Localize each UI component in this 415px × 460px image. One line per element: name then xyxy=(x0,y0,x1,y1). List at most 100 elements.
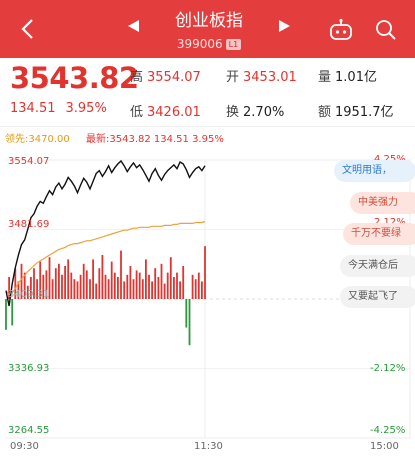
turnover-value: 2.70% xyxy=(243,105,285,120)
open-value: 3453.01 xyxy=(243,70,297,85)
comment-chip-5[interactable]: 又要起飞了 xyxy=(340,286,415,308)
volume-bar xyxy=(73,279,76,299)
volume-bar xyxy=(42,274,45,299)
volume-bar xyxy=(176,272,178,299)
axis-left-mid-down: 3336.93 xyxy=(8,363,50,374)
volume-bar xyxy=(54,268,57,299)
app-header: 创业板指 399006 L1 xyxy=(0,0,415,58)
volume-bar xyxy=(173,277,175,299)
low-label: 低 xyxy=(130,105,144,120)
volume-bar xyxy=(194,279,197,299)
axis-right-bottom: -4.25% xyxy=(370,425,406,436)
open-stat: 开 3453.01 xyxy=(226,66,297,85)
comment-chip-4[interactable]: 今天满仓后 xyxy=(340,255,415,277)
volume-bar xyxy=(166,272,169,299)
volume-label: 量 xyxy=(318,70,332,85)
change-value: 134.51 xyxy=(10,101,56,116)
volume-bar xyxy=(204,246,206,299)
high-value: 3554.07 xyxy=(147,70,201,85)
amount-stat: 额 1951.7亿 xyxy=(318,101,394,120)
volume-bar xyxy=(129,266,132,299)
current-price: 3543.82 xyxy=(10,61,139,95)
volume-bar xyxy=(64,266,66,299)
axis-right-mid-up: 2.12% xyxy=(374,217,406,228)
volume-bar xyxy=(201,281,203,299)
volume-bar xyxy=(141,279,144,299)
prev-triangle-icon[interactable] xyxy=(126,18,140,34)
volume-bar xyxy=(163,283,166,299)
volume-bar xyxy=(92,259,94,299)
volume-stat: 量 1.01亿 xyxy=(318,66,377,85)
next-triangle-icon[interactable] xyxy=(278,18,292,34)
axis-right-mid-down: -2.12% xyxy=(370,363,406,374)
volume-bar xyxy=(85,270,88,299)
low-stat: 低 3426.01 xyxy=(130,101,201,120)
volume-bar xyxy=(191,274,194,299)
volume-bar xyxy=(36,279,38,299)
volume-bar xyxy=(11,299,14,326)
chart-info-bar: 领先:3470.00 最新:3543.82 134.51 3.95% xyxy=(0,130,415,150)
volume-bar xyxy=(70,272,73,299)
volume-bar xyxy=(104,274,107,299)
axis-left-mid: 3409.31 xyxy=(8,289,50,300)
comment-chip-2[interactable]: 中美强力 xyxy=(350,192,415,214)
amount-label: 额 xyxy=(318,105,332,120)
comment-chip-1[interactable]: 文明用语， xyxy=(334,160,415,182)
comment-chip-3[interactable]: 千万不要绿 xyxy=(343,223,415,245)
level-badge: L1 xyxy=(225,39,242,50)
change-percent: 3.95% xyxy=(65,101,107,116)
robot-icon[interactable] xyxy=(328,18,354,42)
index-code-text: 399006 xyxy=(176,37,223,51)
volume-bar xyxy=(151,281,153,299)
search-icon[interactable] xyxy=(374,18,398,42)
volume-bar xyxy=(188,299,191,346)
volume-bar xyxy=(17,281,20,299)
volume-bar xyxy=(8,277,10,299)
prev-close-text: 领先:3470.00 xyxy=(5,134,70,145)
volume-bar xyxy=(185,299,188,328)
volume-bar xyxy=(154,268,157,299)
volume-value: 1.01亿 xyxy=(335,70,377,85)
volume-bar xyxy=(58,263,60,299)
volume-bar xyxy=(48,257,51,299)
back-icon[interactable] xyxy=(14,14,42,44)
volume-bar xyxy=(132,279,135,299)
volume-bar xyxy=(26,285,29,299)
volume-bar xyxy=(5,299,7,330)
volume-bar xyxy=(33,268,35,299)
volume-bar xyxy=(51,279,54,299)
average-price-line xyxy=(5,220,206,296)
volume-bar xyxy=(169,257,172,299)
turnover-stat: 换 2.70% xyxy=(226,101,284,120)
price-line xyxy=(5,159,206,307)
volume-bar xyxy=(135,270,138,299)
volume-bar xyxy=(23,272,26,299)
turnover-label: 换 xyxy=(226,105,240,120)
page-title: 创业板指 xyxy=(175,11,243,31)
volume-bar xyxy=(160,263,163,299)
volume-bar xyxy=(145,259,147,299)
volume-bar xyxy=(148,274,150,299)
open-label: 开 xyxy=(226,70,240,85)
high-label: 高 xyxy=(130,70,144,85)
volume-bar xyxy=(95,283,98,299)
volume-bar xyxy=(89,279,91,299)
volume-bar xyxy=(67,259,70,299)
volume-bar xyxy=(110,261,113,299)
high-stat: 高 3554.07 xyxy=(130,66,201,85)
price-change: 134.51 3.95% xyxy=(10,101,117,116)
volume-bar xyxy=(61,274,63,299)
volume-bar xyxy=(157,277,160,299)
time-start: 09:30 xyxy=(10,441,39,452)
volume-bar xyxy=(179,281,181,299)
volume-bar xyxy=(98,268,101,299)
volume-bar xyxy=(101,255,104,299)
volume-bars xyxy=(5,246,206,346)
axis-right-top: 4.25% xyxy=(374,154,406,165)
volume-bar xyxy=(197,272,200,299)
volume-bar xyxy=(126,274,129,299)
quote-divider xyxy=(0,126,415,127)
volume-bar xyxy=(30,277,32,299)
volume-bar xyxy=(14,268,17,299)
low-value: 3426.01 xyxy=(147,105,201,120)
